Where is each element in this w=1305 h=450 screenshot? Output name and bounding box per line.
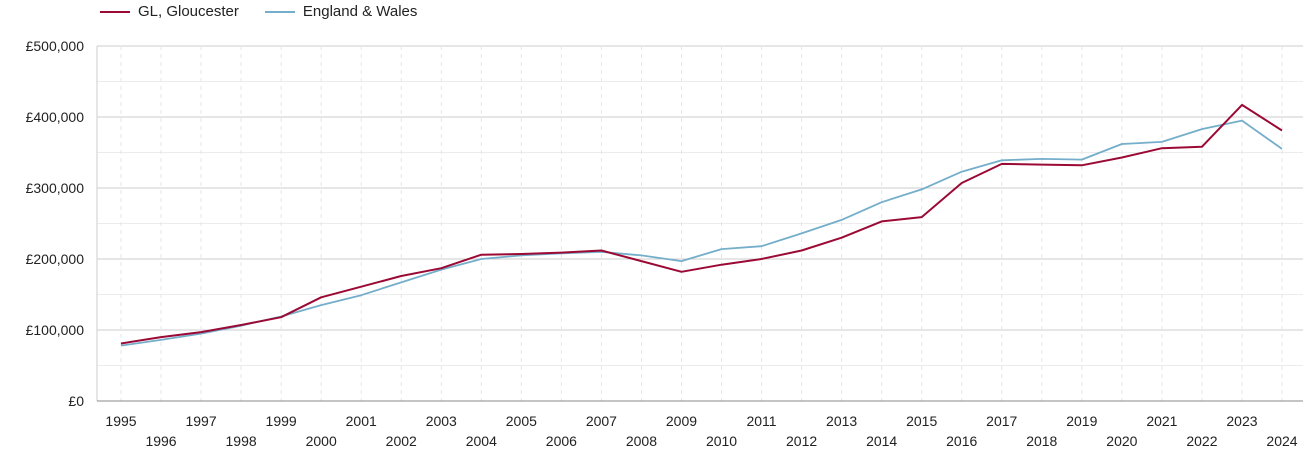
x-tick-label: 2004 bbox=[466, 433, 497, 449]
chart-legend: GL, Gloucester England & Wales bbox=[100, 3, 417, 20]
x-tick-label: 2007 bbox=[586, 413, 617, 429]
x-tick-label: 2018 bbox=[1026, 433, 1057, 449]
y-axis-tick-labels: £0 £100,000 £200,000 £300,000 £400,000 £500,0… bbox=[26, 38, 85, 409]
x-tick-label: 2015 bbox=[906, 413, 937, 429]
x-tick-label: 2003 bbox=[426, 413, 457, 429]
x-tick-label: 2001 bbox=[346, 413, 377, 429]
x-tick-label: 2010 bbox=[706, 433, 737, 449]
x-tick-label: 2008 bbox=[626, 433, 657, 449]
legend-swatch-england-wales bbox=[264, 10, 295, 13]
x-tick-label: 2016 bbox=[946, 433, 977, 449]
legend-label-england-wales: England & Wales bbox=[302, 3, 418, 20]
x-tick-label: 2006 bbox=[546, 433, 577, 449]
x-tick-label: 2017 bbox=[986, 413, 1017, 429]
x-tick-label: 2023 bbox=[1226, 413, 1257, 429]
x-tick-label: 1997 bbox=[185, 413, 216, 429]
y-tick-label: £0 bbox=[68, 393, 84, 409]
x-tick-label: 1999 bbox=[266, 413, 297, 429]
y-tick-label: £500,000 bbox=[26, 38, 85, 54]
x-tick-label: 2009 bbox=[666, 413, 697, 429]
x-tick-label: 2020 bbox=[1106, 433, 1137, 449]
x-tick-label: 1998 bbox=[226, 433, 257, 449]
x-tick-label: 1995 bbox=[105, 413, 136, 429]
series-line-gloucester bbox=[120, 103, 1283, 345]
x-tick-label: 2013 bbox=[826, 413, 857, 429]
x-tick-label: 2002 bbox=[386, 433, 417, 449]
x-tick-label: 2022 bbox=[1186, 433, 1217, 449]
x-tick-label: 2000 bbox=[306, 433, 337, 449]
x-tick-label: 2011 bbox=[746, 413, 776, 429]
x-axis-tick-labels: 1995 1996 1997 1998 1999 2000 2001 2002 2003 2004… bbox=[105, 413, 1297, 449]
axes bbox=[96, 46, 1303, 402]
legend-item-gloucester: GL, Gloucester bbox=[100, 3, 239, 20]
y-tick-label: £300,000 bbox=[26, 180, 85, 196]
legend-label-gloucester: GL, Gloucester bbox=[138, 3, 239, 20]
y-tick-label: £400,000 bbox=[26, 109, 85, 125]
y-tick-label: £200,000 bbox=[26, 251, 85, 267]
x-tick-label: 2024 bbox=[1266, 433, 1297, 449]
legend-swatch-gloucester bbox=[100, 10, 130, 13]
series-lines bbox=[120, 103, 1283, 347]
x-tick-label: 1996 bbox=[145, 433, 176, 449]
x-tick-label: 2019 bbox=[1066, 413, 1097, 429]
x-tick-label: 2012 bbox=[786, 433, 817, 449]
grid-lines bbox=[97, 45, 1303, 401]
series-line-england-wales bbox=[120, 119, 1283, 347]
legend-item-england-wales: England & Wales bbox=[264, 3, 418, 20]
x-tick-label: 2021 bbox=[1146, 413, 1177, 429]
x-tick-label: 2014 bbox=[866, 433, 897, 449]
y-tick-label: £100,000 bbox=[26, 322, 85, 338]
x-tick-label: 2005 bbox=[506, 413, 537, 429]
